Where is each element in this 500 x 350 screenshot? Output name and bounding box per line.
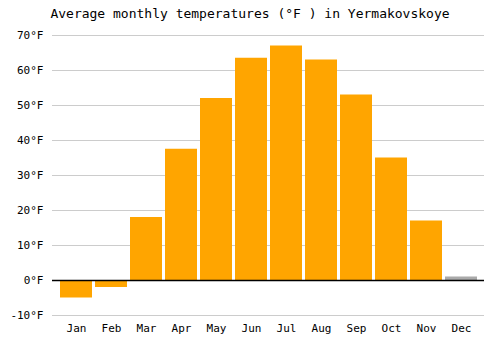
svg-text:60°F: 60°F <box>17 64 44 77</box>
svg-text:Mar: Mar <box>137 322 157 335</box>
svg-text:50°F: 50°F <box>17 99 44 112</box>
svg-text:Dec: Dec <box>452 322 472 335</box>
svg-text:Jun: Jun <box>242 322 262 335</box>
svg-text:Jan: Jan <box>67 322 87 335</box>
svg-text:May: May <box>207 322 227 335</box>
svg-text:20°F: 20°F <box>17 204 44 217</box>
svg-text:Sep: Sep <box>347 322 367 335</box>
svg-text:0°F: 0°F <box>24 274 44 287</box>
svg-text:Feb: Feb <box>102 322 122 335</box>
svg-text:40°F: 40°F <box>17 134 44 147</box>
svg-text:Aug: Aug <box>312 322 332 335</box>
svg-text:Jul: Jul <box>277 322 297 335</box>
svg-text:30°F: 30°F <box>17 169 44 182</box>
svg-text:Apr: Apr <box>172 322 192 335</box>
html-text:Average monthly temperatures (: Average monthly temperatures (°F ) in Ye… <box>50 6 450 21</box>
svg-text:-10°F: -10°F <box>10 309 43 322</box>
svg-text:70°F: 70°F <box>17 29 44 42</box>
svg-text:Nov: Nov <box>417 322 437 335</box>
svg-text:10°F: 10°F <box>17 239 44 252</box>
svg-text:Oct: Oct <box>382 322 402 335</box>
